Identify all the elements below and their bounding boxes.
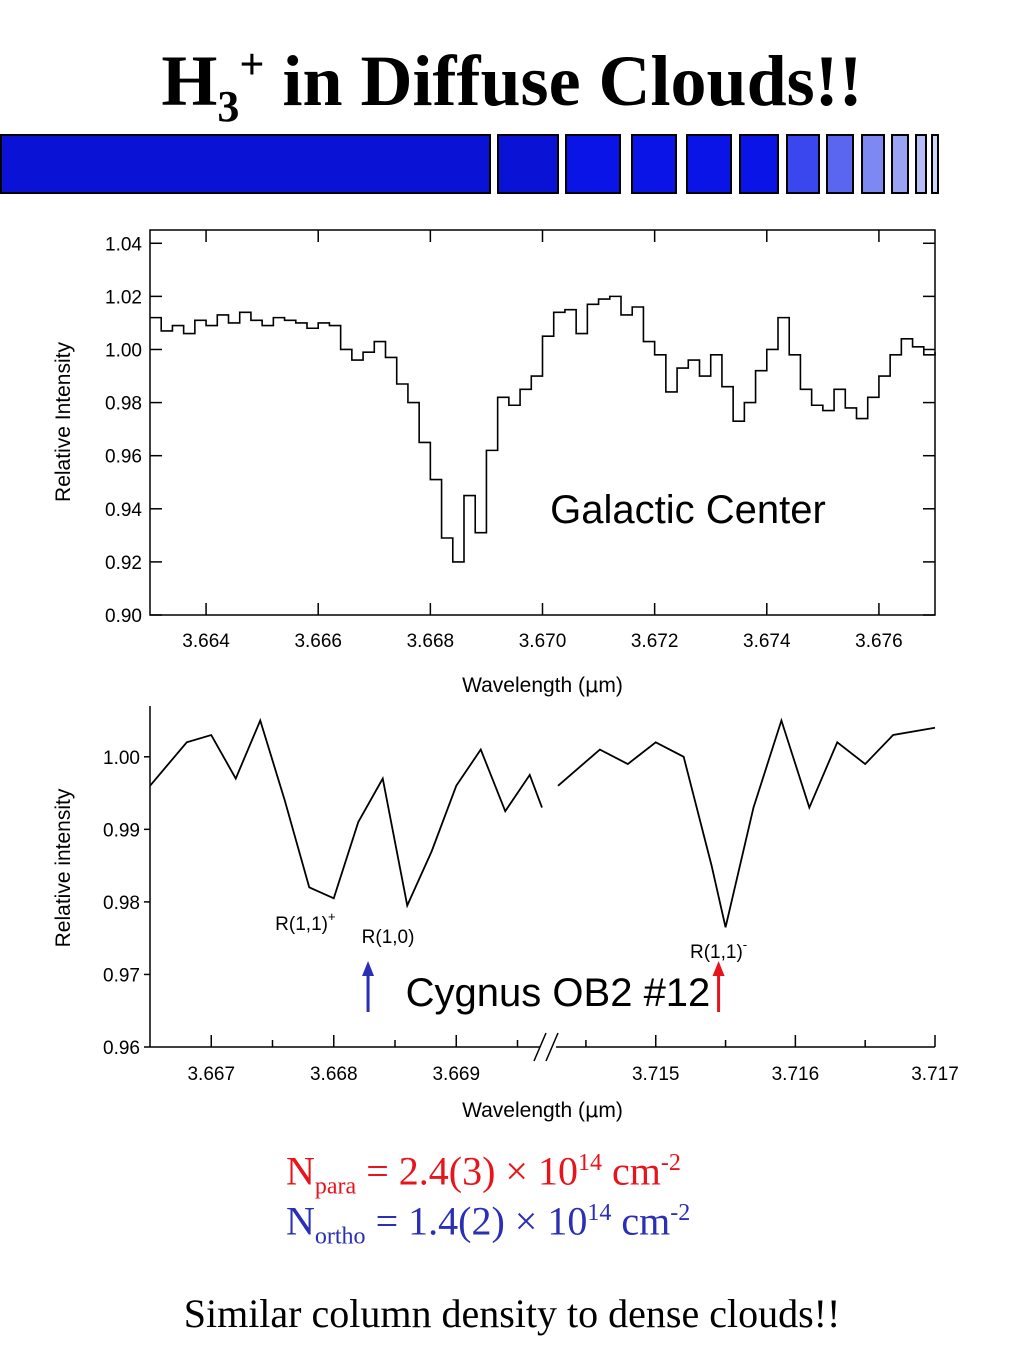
deco-block bbox=[565, 134, 621, 194]
y-tick-label: 0.90 bbox=[105, 606, 142, 627]
deco-block bbox=[861, 134, 885, 194]
transition-arrowhead bbox=[362, 961, 375, 976]
spectrum-line bbox=[150, 295, 936, 563]
y-tick-label: 0.96 bbox=[103, 1038, 140, 1059]
transition-arrowhead bbox=[712, 961, 725, 976]
x-tick-label: 3.668 bbox=[407, 631, 455, 652]
x-tick-label: 3.716 bbox=[772, 1064, 820, 1085]
deco-block bbox=[915, 134, 927, 194]
y-tick-label: 1.00 bbox=[103, 748, 140, 769]
y-tick-label: 1.04 bbox=[105, 234, 142, 255]
x-tick-label: 3.670 bbox=[519, 631, 567, 652]
ortho-column-density: Northo = 1.4(2) × 1014 cm-2 bbox=[286, 1198, 691, 1250]
para-column-density: Npara = 2.4(3) × 1014 cm-2 bbox=[286, 1148, 681, 1200]
axis-break-mark bbox=[533, 1032, 547, 1062]
y-tick-label: 0.99 bbox=[103, 820, 140, 841]
galactic-center-label: Galactic Center bbox=[550, 488, 826, 532]
y-tick-label: 0.97 bbox=[103, 965, 140, 986]
title-decoration-bar bbox=[0, 134, 939, 194]
deco-block bbox=[891, 134, 909, 194]
x-tick-label: 3.667 bbox=[187, 1064, 235, 1085]
deco-block bbox=[631, 134, 677, 194]
x-tick-label: 3.666 bbox=[294, 631, 342, 652]
x-tick-label: 3.668 bbox=[310, 1064, 358, 1085]
spectrum-line bbox=[149, 717, 543, 909]
x-tick-label: 3.669 bbox=[432, 1064, 480, 1085]
deco-block bbox=[826, 134, 854, 194]
axis-break-mark bbox=[545, 1032, 559, 1062]
spectrum-line bbox=[557, 717, 936, 928]
footer-text: Similar column density to dense clouds!! bbox=[183, 1291, 841, 1336]
line-label: R(1,1)+ bbox=[275, 909, 335, 935]
y-axis-label: Relative intensity bbox=[52, 788, 75, 947]
deco-block bbox=[931, 134, 939, 194]
slide-title: H3+ in Diffuse Clouds!! bbox=[161, 40, 863, 131]
x-tick-label: 3.664 bbox=[182, 631, 230, 652]
deco-block bbox=[686, 134, 732, 194]
plot-frame bbox=[149, 229, 936, 616]
y-axis-label: Relative Intensity bbox=[52, 342, 75, 502]
x-axis-label: Wavelength (μm) bbox=[462, 1098, 623, 1122]
y-tick-label: 0.96 bbox=[105, 447, 142, 468]
y-tick-label: 0.94 bbox=[105, 500, 142, 521]
line-label: R(1,0) bbox=[362, 927, 415, 948]
x-tick-label: 3.674 bbox=[743, 631, 791, 652]
cygnus-label: Cygnus OB2 #12 bbox=[406, 971, 711, 1015]
x-axis-label: Wavelength (μm) bbox=[462, 673, 623, 697]
y-tick-label: 0.98 bbox=[103, 893, 140, 914]
x-tick-label: 3.717 bbox=[911, 1064, 959, 1085]
deco-block bbox=[739, 134, 779, 194]
y-tick-label: 1.02 bbox=[105, 287, 142, 308]
x-tick-label: 3.676 bbox=[855, 631, 903, 652]
deco-block bbox=[0, 134, 491, 194]
y-tick-label: 0.92 bbox=[105, 553, 142, 574]
x-tick-label: 3.672 bbox=[631, 631, 679, 652]
deco-block bbox=[497, 134, 559, 194]
y-tick-label: 1.00 bbox=[105, 340, 142, 361]
line-label: R(1,1)- bbox=[690, 937, 747, 963]
y-tick-label: 0.98 bbox=[105, 394, 142, 415]
deco-block bbox=[786, 134, 820, 194]
x-tick-label: 3.715 bbox=[632, 1064, 680, 1085]
